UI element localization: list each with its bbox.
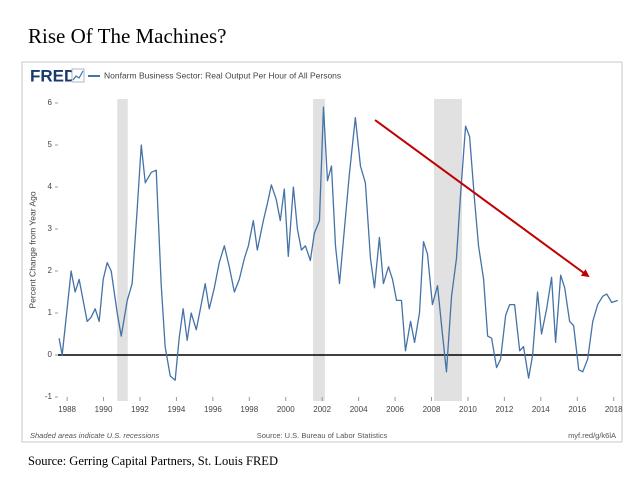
footnote: Shaded areas indicate U.S. recessions bbox=[30, 431, 159, 440]
caption: Source: Gerring Capital Partners, St. Lo… bbox=[28, 454, 278, 468]
plot: -1 0 1 2 3 4 5 6 1988 1990 1992 1994 1996 1998 2000 200… bbox=[45, 98, 623, 414]
x-tick-label: 2004 bbox=[350, 405, 368, 414]
x-tick-label: 2012 bbox=[495, 405, 513, 414]
x-tick-label: 2002 bbox=[313, 405, 331, 414]
x-tick-label: 2018 bbox=[605, 405, 623, 414]
x-tick-label: 1988 bbox=[58, 405, 76, 414]
x-tick-label: 2006 bbox=[386, 405, 404, 414]
title: Rise Of The Machines? bbox=[28, 24, 226, 48]
trend-arrow bbox=[374, 119, 590, 278]
y-tick-label: 3 bbox=[48, 224, 53, 233]
y-axis-label: Percent Change from Year Ago bbox=[27, 191, 37, 308]
logo: FRED bbox=[30, 66, 76, 85]
y-tick-label: 5 bbox=[48, 140, 53, 149]
x-tick-label: 1996 bbox=[204, 405, 222, 414]
y-tick-label: 1 bbox=[48, 308, 53, 317]
x-tick-label: 2000 bbox=[277, 405, 295, 414]
link: myf.red/g/k6lA bbox=[568, 431, 616, 440]
x-tick-label: 2016 bbox=[568, 405, 586, 414]
y-tick-label: 4 bbox=[48, 182, 53, 191]
x-tick-label: 1992 bbox=[131, 405, 149, 414]
x-tick-label: 1990 bbox=[95, 405, 113, 414]
recession-band bbox=[117, 99, 128, 401]
legend-label: Nonfarm Business Sector: Real Output Per… bbox=[104, 70, 341, 80]
series-line bbox=[58, 106, 618, 381]
y-tick-label: 6 bbox=[48, 98, 53, 107]
x-tick-label: 1994 bbox=[168, 405, 186, 414]
x-tick-label: 2008 bbox=[423, 405, 441, 414]
y-tick-label: 2 bbox=[48, 266, 53, 275]
x-tick-label: 2010 bbox=[459, 405, 477, 414]
recession-band bbox=[313, 99, 325, 401]
logo-icon bbox=[71, 68, 85, 83]
source: Source: U.S. Bureau of Labor Statistics bbox=[257, 431, 388, 440]
y-tick-label: 0 bbox=[48, 350, 53, 359]
x-tick-label: 2014 bbox=[532, 405, 550, 414]
x-tick-label: 1998 bbox=[240, 405, 258, 414]
y-tick-label: -1 bbox=[45, 392, 53, 401]
